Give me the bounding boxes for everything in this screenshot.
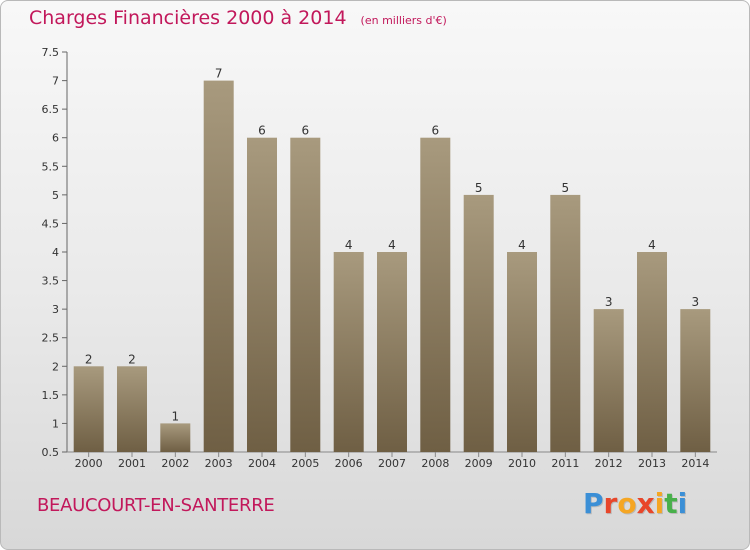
x-tick-label: 2007 bbox=[378, 457, 406, 470]
x-tick-label: 2001 bbox=[118, 457, 146, 470]
bar-2008 bbox=[420, 137, 451, 452]
bar-2013 bbox=[637, 252, 667, 452]
y-tick-label: 5 bbox=[52, 189, 59, 202]
x-tick-label: 2008 bbox=[421, 457, 449, 470]
bar-value-label: 4 bbox=[388, 238, 396, 252]
logo-letter: P bbox=[583, 487, 604, 520]
y-tick-label: 7.5 bbox=[42, 46, 60, 59]
x-tick-label: 2009 bbox=[465, 457, 493, 470]
y-tick-label: 1.5 bbox=[42, 389, 60, 402]
bar-value-label: 3 bbox=[605, 295, 613, 309]
x-tick-label: 2013 bbox=[638, 457, 666, 470]
bar-value-label: 6 bbox=[302, 124, 310, 138]
y-tick-label: 6 bbox=[52, 132, 59, 145]
x-tick-label: 2011 bbox=[551, 457, 579, 470]
y-tick-label: 6.5 bbox=[42, 103, 60, 116]
bar-value-label: 2 bbox=[128, 352, 136, 366]
proxiti-logo[interactable]: Proxiti bbox=[583, 487, 687, 520]
x-tick-label: 2014 bbox=[681, 457, 709, 470]
y-tick-label: 3.5 bbox=[42, 275, 60, 288]
x-tick-label: 2005 bbox=[291, 457, 319, 470]
logo-letter: o bbox=[617, 487, 637, 520]
bar-value-label: 4 bbox=[648, 238, 656, 252]
bar-value-label: 3 bbox=[692, 295, 700, 309]
y-tick-label: 4.5 bbox=[42, 217, 60, 230]
logo-letter: i bbox=[654, 487, 665, 520]
y-tick-label: 2.5 bbox=[42, 332, 60, 345]
x-tick-label: 2004 bbox=[248, 457, 276, 470]
chart-title-block: Charges Financières 2000 à 2014 (en milli… bbox=[29, 7, 447, 29]
bar-value-label: 4 bbox=[345, 238, 353, 252]
bar-value-label: 5 bbox=[562, 181, 570, 195]
logo-letter: r bbox=[603, 487, 618, 520]
bar-2014 bbox=[680, 309, 711, 452]
bar-value-label: 2 bbox=[85, 352, 93, 366]
x-tick-label: 2012 bbox=[595, 457, 623, 470]
bar-value-label: 4 bbox=[518, 238, 526, 252]
bar-2001 bbox=[117, 366, 147, 452]
y-tick-label: 4 bbox=[52, 246, 59, 259]
bar-2011 bbox=[550, 194, 581, 452]
bar-2009 bbox=[463, 194, 494, 452]
chart-unit: (en milliers d'€) bbox=[360, 14, 447, 27]
bar-2006 bbox=[333, 252, 364, 452]
bar-2010 bbox=[507, 252, 537, 452]
y-tick-label: 1 bbox=[52, 417, 59, 430]
bar-2005 bbox=[290, 137, 321, 452]
x-tick-label: 2002 bbox=[161, 457, 189, 470]
bars: 2 2 1 7 6 6 4 4 6 5 4 5 3 4 3 bbox=[73, 67, 711, 452]
y-tick-label: 3 bbox=[52, 303, 59, 316]
bar-2003 bbox=[203, 80, 234, 452]
x-tick-label: 2010 bbox=[508, 457, 536, 470]
bar-value-label: 6 bbox=[258, 124, 266, 138]
bar-2002 bbox=[160, 423, 191, 452]
y-tick-label: 5.5 bbox=[42, 160, 60, 173]
y-tick-label: 2 bbox=[52, 360, 59, 373]
y-tick-label: 0.5 bbox=[42, 446, 60, 459]
logo-letter: i bbox=[677, 487, 688, 520]
commune-name: BEAUCOURT-EN-SANTERRE bbox=[37, 495, 275, 516]
y-tick-label: 7 bbox=[52, 75, 59, 88]
bar-value-label: 5 bbox=[475, 181, 483, 195]
bar-value-label: 7 bbox=[215, 67, 223, 81]
bar-value-label: 6 bbox=[432, 124, 440, 138]
logo-letter: x bbox=[636, 487, 655, 520]
bar-2007 bbox=[377, 252, 407, 452]
x-tick-label: 2006 bbox=[335, 457, 363, 470]
x-tick-label: 2003 bbox=[205, 457, 233, 470]
bar-value-label: 1 bbox=[172, 409, 180, 423]
bar-2004 bbox=[247, 137, 277, 452]
chart-title: Charges Financières 2000 à 2014 bbox=[29, 7, 347, 29]
x-tick-label: 2000 bbox=[75, 457, 103, 470]
logo-letter: t bbox=[664, 487, 678, 520]
bar-2000 bbox=[73, 366, 104, 452]
x-axis-labels: 2000 2001 2002 2003 2004 2005 2006 2007 2008 2009… bbox=[75, 452, 709, 470]
bar-2012 bbox=[593, 309, 624, 452]
